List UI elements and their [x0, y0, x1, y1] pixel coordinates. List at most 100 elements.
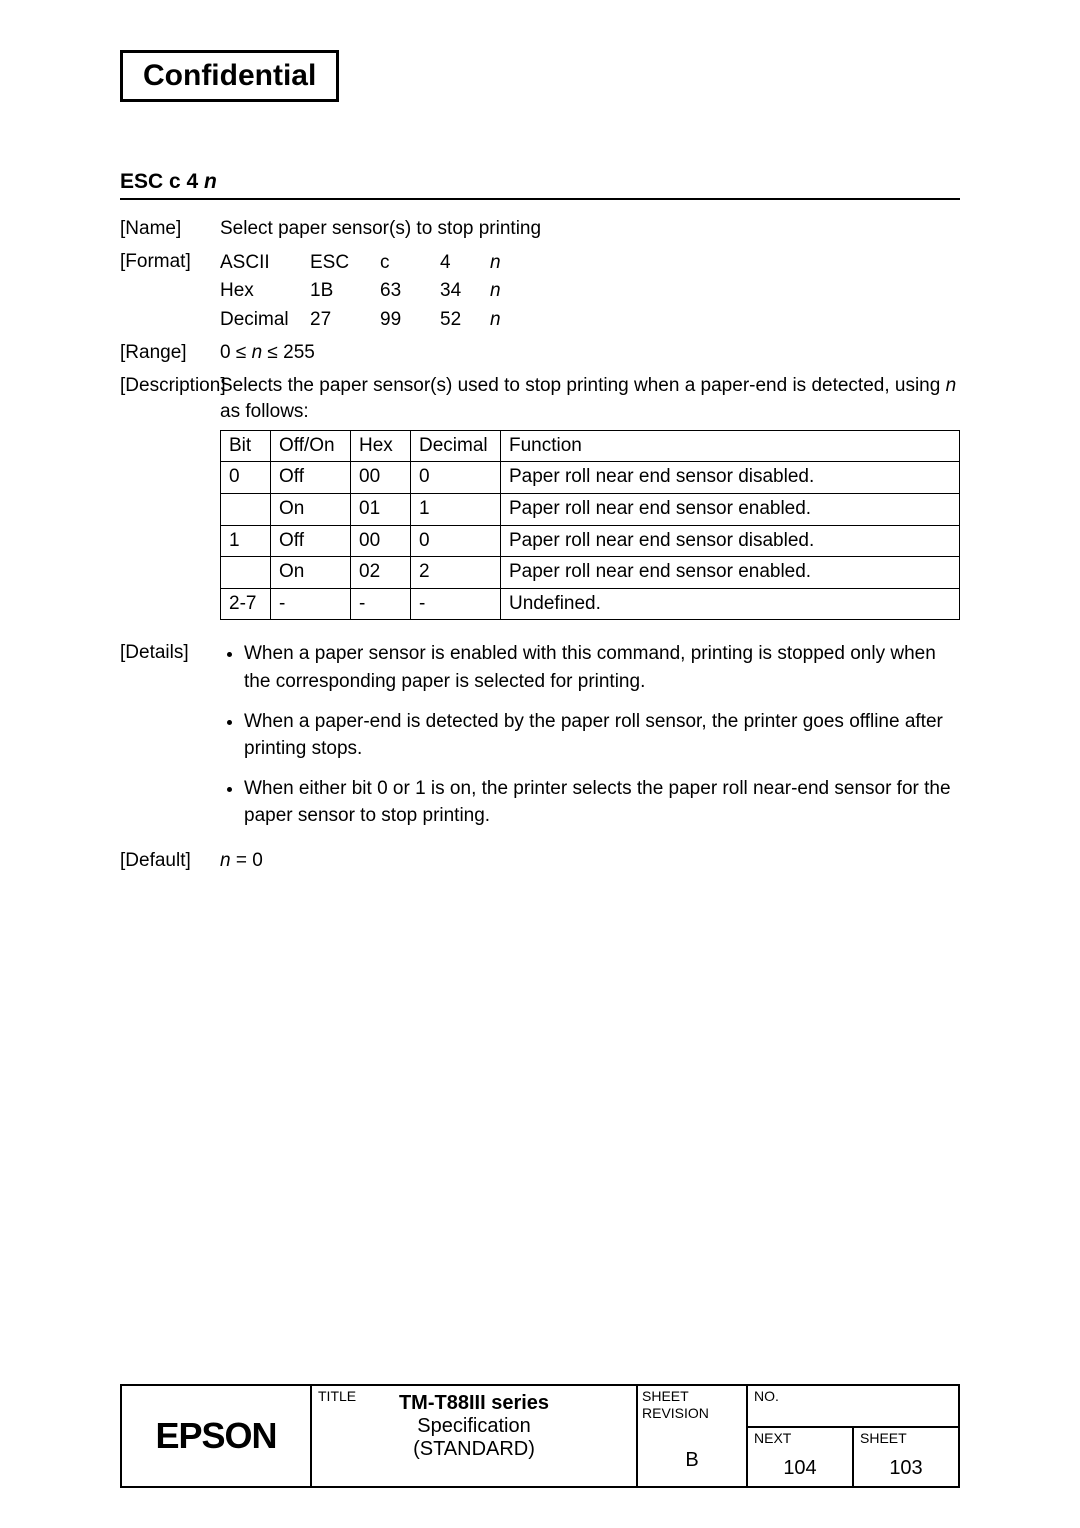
fmt-cell: Decimal	[220, 306, 310, 335]
confidential-box: Confidential	[120, 50, 339, 102]
epson-logo: EPSON	[155, 1415, 276, 1457]
next-label: NEXT	[754, 1430, 791, 1446]
td: Undefined.	[501, 588, 960, 620]
footer-ns-row: NEXT 104 SHEET 103	[748, 1428, 958, 1486]
fmt-cell: Hex	[220, 277, 310, 306]
footer-right-cell: NO. NEXT 104 SHEET 103	[748, 1386, 958, 1486]
fmt-cell: 4	[440, 249, 490, 278]
sheet-label: SHEET	[860, 1430, 907, 1446]
bit-table: Bit Off/On Hex Decimal Function 0 Off 00…	[220, 430, 960, 621]
default-label: [Default]	[120, 848, 220, 875]
details-label: [Details]	[120, 640, 220, 841]
table-row: 0 Off 00 0 Paper roll near end sensor di…	[221, 462, 960, 494]
range-var: n	[252, 342, 263, 363]
td: 2	[411, 557, 501, 589]
fmt-cell: 27	[310, 306, 380, 335]
td	[221, 557, 271, 589]
default-var: n	[220, 850, 231, 871]
command-title: ESC c 4 n	[120, 170, 960, 200]
td: Paper roll near end sensor enabled.	[501, 557, 960, 589]
table-row: 1 Off 00 0 Paper roll near end sensor di…	[221, 525, 960, 557]
range-value: 0 ≤ n ≤ 255	[220, 340, 960, 367]
fmt-cell: 52	[440, 306, 490, 335]
td: Paper roll near end sensor enabled.	[501, 494, 960, 526]
fmt-cell: 63	[380, 277, 440, 306]
no-label: NO.	[754, 1388, 779, 1404]
footer-no-row: NO.	[748, 1386, 958, 1428]
confidential-label: Confidential	[143, 59, 316, 92]
td: On	[271, 494, 351, 526]
th-decimal: Decimal	[411, 430, 501, 462]
footer-title-cell: TITLE TM-T88III series Specification (ST…	[312, 1386, 638, 1486]
description-pre: Selects the paper sensor(s) used to stop…	[220, 375, 946, 396]
table-row: On 01 1 Paper roll near end sensor enabl…	[221, 494, 960, 526]
range-post: ≤ 255	[262, 342, 315, 363]
fmt-cell: ESC	[310, 249, 380, 278]
td: 0	[221, 462, 271, 494]
td: 0	[411, 525, 501, 557]
footer-rev-cell: SHEET REVISION B	[638, 1386, 748, 1486]
format-label: [Format]	[120, 249, 220, 335]
td: 1	[221, 525, 271, 557]
td: -	[411, 588, 501, 620]
command-param: n	[204, 170, 217, 193]
name-text: Select paper sensor(s) to stop printing	[220, 216, 960, 243]
footer-title-3: (STANDARD)	[316, 1438, 632, 1461]
th-hex: Hex	[351, 430, 411, 462]
description-var: n	[946, 375, 957, 396]
footer-block: EPSON TITLE TM-T88III series Specificati…	[120, 1384, 960, 1488]
table-row: Bit Off/On Hex Decimal Function	[221, 430, 960, 462]
fmt-cell: c	[380, 249, 440, 278]
sheet-revision-value: B	[638, 1449, 746, 1472]
td: On	[271, 557, 351, 589]
default-value: n = 0	[220, 848, 960, 875]
command-base: ESC c 4	[120, 170, 204, 193]
list-item: When a paper-end is detected by the pape…	[244, 708, 960, 763]
td: Paper roll near end sensor disabled.	[501, 525, 960, 557]
description-post: as follows:	[220, 401, 309, 422]
range-row: [Range] 0 ≤ n ≤ 255	[120, 340, 960, 367]
td	[221, 494, 271, 526]
td: -	[271, 588, 351, 620]
td: 01	[351, 494, 411, 526]
default-post: = 0	[231, 850, 263, 871]
sheet-revision-label: SHEET REVISION	[642, 1388, 709, 1422]
th-offon: Off/On	[271, 430, 351, 462]
fmt-cell: 34	[440, 277, 490, 306]
table-row: On 02 2 Paper roll near end sensor enabl…	[221, 557, 960, 589]
fmt-cell: ASCII	[220, 249, 310, 278]
name-label: [Name]	[120, 216, 220, 243]
next-cell: NEXT 104	[748, 1428, 852, 1486]
format-body: ASCII ESC c 4 n Hex 1B 63 34 n Decimal 2…	[220, 249, 960, 335]
format-grid: ASCII ESC c 4 n Hex 1B 63 34 n Decimal 2…	[220, 249, 960, 335]
details-list: When a paper sensor is enabled with this…	[220, 640, 960, 829]
td: Off	[271, 462, 351, 494]
list-item: When a paper sensor is enabled with this…	[244, 640, 960, 695]
sheet-value: 103	[854, 1457, 958, 1480]
footer-title-2: Specification	[316, 1415, 632, 1438]
document-page: Confidential ESC c 4 n [Name] Select pap…	[0, 0, 1080, 1528]
th-bit: Bit	[221, 430, 271, 462]
td: Off	[271, 525, 351, 557]
title-label: TITLE	[318, 1388, 356, 1404]
format-row: [Format] ASCII ESC c 4 n Hex 1B 63 34 n …	[120, 249, 960, 335]
td: 02	[351, 557, 411, 589]
td: 2-7	[221, 588, 271, 620]
sheet-cell: SHEET 103	[852, 1428, 958, 1486]
range-label: [Range]	[120, 340, 220, 367]
default-row: [Default] n = 0	[120, 848, 960, 875]
td: 1	[411, 494, 501, 526]
next-value: 104	[748, 1457, 852, 1480]
fmt-cell: n	[490, 249, 530, 278]
td: 00	[351, 462, 411, 494]
footer-logo-cell: EPSON	[122, 1386, 312, 1486]
description-label: [Description]	[120, 373, 220, 621]
table-row: 2-7 - - - Undefined.	[221, 588, 960, 620]
td: 0	[411, 462, 501, 494]
details-row: [Details] When a paper sensor is enabled…	[120, 640, 960, 841]
list-item: When either bit 0 or 1 is on, the printe…	[244, 775, 960, 830]
th-function: Function	[501, 430, 960, 462]
td: 00	[351, 525, 411, 557]
td: Paper roll near end sensor disabled.	[501, 462, 960, 494]
footer-title-1: TM-T88III series	[316, 1392, 632, 1415]
